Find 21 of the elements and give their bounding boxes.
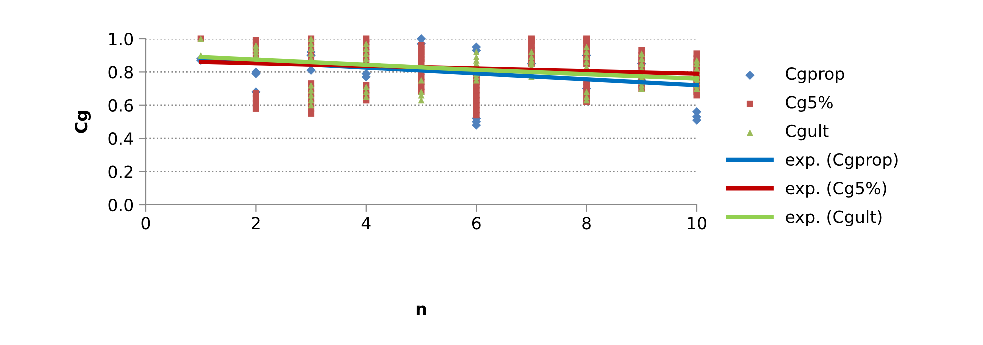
legend-label: Cgult: [786, 124, 829, 141]
x-tick-label: 6: [472, 217, 481, 230]
y-tick-label: 0.6: [108, 99, 134, 112]
y-tick-label: 0.8: [108, 66, 134, 79]
legend-label: Cg5%: [786, 96, 833, 112]
y-tick-label: 0.4: [108, 132, 134, 146]
x-tick-label: 4: [362, 217, 371, 230]
y-axis-title: Cg: [75, 111, 92, 134]
legend-label: Cgprop: [786, 68, 844, 84]
point: [306, 66, 316, 76]
x-tick-label: 0: [142, 217, 150, 230]
x-axis-title: n: [416, 306, 426, 316]
x-tick-label: 10: [688, 217, 706, 230]
legend-label: exp. (Cgult): [786, 210, 882, 227]
y-tick-label: 1.0: [110, 32, 134, 46]
y-tick-label: 0.0: [108, 198, 134, 212]
y-tick-label: 0.2: [108, 166, 133, 178]
x-tick-label: 8: [582, 217, 591, 230]
legend-label: exp. (Cg5%): [786, 182, 886, 198]
x-tick-label: 2: [252, 217, 260, 230]
legend-label: exp. (Cgprop): [786, 153, 898, 170]
